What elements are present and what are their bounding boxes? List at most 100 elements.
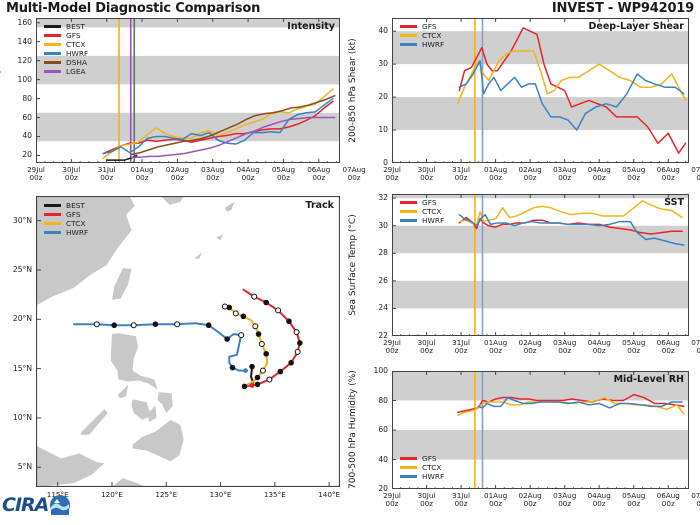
legend-item-gfs[interactable]: GFS xyxy=(400,198,444,207)
rh-xtick-date: 31Jul xyxy=(452,490,470,500)
legend-swatch-gfs xyxy=(44,34,61,37)
legend-item-best[interactable]: BEST xyxy=(44,22,88,31)
track-ytick: 25°N xyxy=(12,264,32,274)
legend-swatch-ctcx xyxy=(44,222,61,225)
track-ytick: 20°N xyxy=(12,314,32,324)
intensity-ytick: 40 xyxy=(22,131,32,141)
legend-item-hwrf[interactable]: HWRF xyxy=(400,216,444,225)
sst-xtick-hour: 00z xyxy=(523,345,537,355)
intensity-ytick: 140 xyxy=(17,36,33,46)
intensity-xtick-hour: 00z xyxy=(100,172,114,182)
legend-item-ctcx[interactable]: CTCX xyxy=(400,463,444,472)
shear-xtick-date: 02Aug xyxy=(518,164,542,174)
legend-item-gfs[interactable]: GFS xyxy=(44,210,88,219)
legend-item-gfs[interactable]: GFS xyxy=(400,454,444,463)
coastline-landmass xyxy=(36,445,105,487)
intensity-xtick-date: 01Aug xyxy=(130,164,154,174)
shear-xtick-hour: 00z xyxy=(420,172,433,182)
legend-swatch-gfs xyxy=(400,457,417,460)
rh-xtick-date: 02Aug xyxy=(518,490,542,500)
legend-item-gfs[interactable]: GFS xyxy=(400,22,444,31)
track-marker-open xyxy=(266,376,273,383)
legend-item-ctcx[interactable]: CTCX xyxy=(400,31,444,40)
sst-xtick-date: 31Jul xyxy=(452,337,470,347)
legend-item-dsha[interactable]: DSHA xyxy=(44,58,88,67)
track-marker-open xyxy=(93,321,100,328)
legend-swatch-ctcx xyxy=(400,466,417,469)
legend-item-ctcx[interactable]: CTCX xyxy=(400,207,444,216)
shear-ytick: 20 xyxy=(378,92,388,102)
legend-item-best[interactable]: BEST xyxy=(44,201,88,210)
rh-xtick-hour: 00z xyxy=(489,498,503,508)
track-marker-filled xyxy=(152,321,159,328)
track-xtick: 115°E xyxy=(46,490,69,499)
intensity-xtick-date: 03Aug xyxy=(201,164,225,174)
shear-xtick-date: 06Aug xyxy=(656,164,680,174)
shear-ylabel: 200-850 hPa Shear (kt) xyxy=(348,38,358,143)
sst-xtick-date: 04Aug xyxy=(587,337,611,347)
shear-xtick-date: 03Aug xyxy=(553,164,577,174)
legend-label-ctcx: CTCX xyxy=(422,207,442,216)
track-marker-filled xyxy=(254,381,261,388)
storm-id-title: INVEST - WP942019 xyxy=(551,1,694,16)
track-panel-title: Track xyxy=(305,200,334,211)
legend-swatch-hwrf xyxy=(400,475,417,478)
legend-item-hwrf[interactable]: HWRF xyxy=(400,40,444,49)
intensity-ytick: 100 xyxy=(17,74,33,84)
intensity-xtick-hour: 00z xyxy=(64,172,78,182)
sst-legend: GFS CTCX HWRF xyxy=(400,198,444,225)
track-xtick: 130°E xyxy=(209,490,232,499)
sst-ytick: 24 xyxy=(378,303,388,313)
intensity-xtick-date: 02Aug xyxy=(165,164,189,174)
sst-xtick-hour: 00z xyxy=(558,345,572,355)
sst-xtick-hour: 00z xyxy=(454,345,468,355)
track-xtick: 120°E xyxy=(101,490,123,499)
rh-xtick-date: 04Aug xyxy=(587,490,611,500)
legend-item-hwrf[interactable]: HWRF xyxy=(44,228,88,237)
sst-xtick-date: 30Jul xyxy=(417,337,436,347)
legend-swatch-best xyxy=(44,25,61,28)
shear-ytick: 40 xyxy=(378,26,388,36)
cira-wave-logo-icon xyxy=(50,495,71,515)
coastline-landmass xyxy=(80,409,108,435)
track-marker-filled xyxy=(255,331,262,337)
rh-xtick-hour: 00z xyxy=(420,498,433,508)
rh-xtick-hour: 00z xyxy=(661,498,675,508)
track-marker-open xyxy=(252,323,259,330)
track-marker-open xyxy=(293,329,300,336)
shear-plot xyxy=(392,18,689,163)
legend-label-ctcx: CTCX xyxy=(422,463,442,473)
intensity-xtick-date: 05Aug xyxy=(271,164,296,174)
sst-xtick-date: 05Aug xyxy=(622,337,646,347)
sst-xtick-date: 03Aug xyxy=(553,337,577,347)
rh-xtick-date: 29Jul xyxy=(383,490,401,500)
track-marker-filled xyxy=(286,318,292,325)
track-marker-filled xyxy=(249,363,255,370)
page-title: Multi-Model Diagnostic Comparison xyxy=(6,1,261,16)
legend-label-best: BEST xyxy=(66,201,85,210)
legend-swatch-hwrf xyxy=(400,43,417,46)
track-marker-filled xyxy=(263,351,269,357)
legend-item-ctcx[interactable]: CTCX xyxy=(44,40,88,49)
rh-xtick-hour: 00z xyxy=(385,498,399,508)
legend-item-ctcx[interactable]: CTCX xyxy=(44,219,88,228)
legend-swatch-gfs xyxy=(400,201,417,204)
track-marker-open xyxy=(130,322,137,329)
shear-xtick-date: 01Aug xyxy=(484,164,508,174)
intensity-ytick: 160 xyxy=(17,17,33,27)
rh-ytick: 40 xyxy=(378,454,388,464)
track-marker-filled xyxy=(288,359,294,366)
legend-swatch-hwrf xyxy=(400,219,417,222)
cira-logo: CIRA xyxy=(2,494,71,516)
coastline-landmass xyxy=(147,405,157,422)
legend-item-gfs[interactable]: GFS xyxy=(44,31,88,40)
legend-swatch-best xyxy=(44,204,61,207)
legend-item-hwrf[interactable]: HWRF xyxy=(44,49,88,58)
legend-item-hwrf[interactable]: HWRF xyxy=(400,472,444,481)
legend-label-gfs: GFS xyxy=(422,454,437,464)
legend-item-lgea[interactable]: LGEA xyxy=(44,67,88,76)
shear-xtick-hour: 00z xyxy=(385,172,399,182)
shear-xtick-date: 05Aug xyxy=(622,164,646,174)
track-map[interactable] xyxy=(36,196,340,487)
shear-xtick-date: 31Jul xyxy=(452,164,470,174)
